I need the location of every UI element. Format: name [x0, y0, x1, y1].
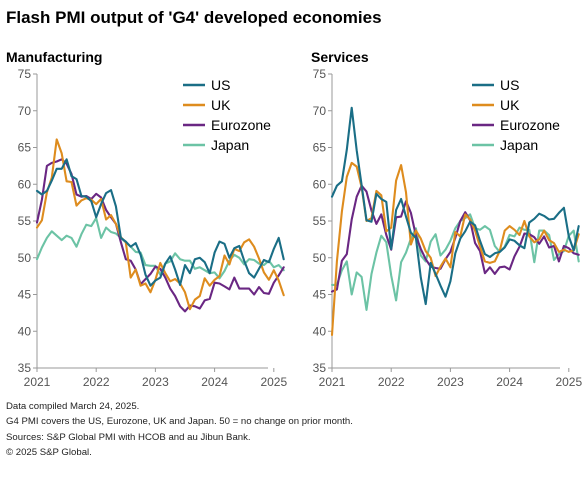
footnote-sources: Sources: S&P Global PMI with HCOB and au…	[6, 431, 251, 443]
services-panel: Services 35 40 45 50 55 60 65 70 75 2021 2022 2023 20…	[311, 49, 582, 389]
services-y-tick-label: 55	[313, 214, 327, 228]
services-legend-label-uk: UK	[500, 97, 520, 113]
services-y-tick-label: 35	[313, 361, 327, 375]
manufacturing-legend-label-japan: Japan	[211, 137, 249, 153]
services-y-tick-label: 45	[313, 288, 327, 302]
services-uk-line	[330, 161, 580, 336]
manufacturing-x-tick-label: 2022	[83, 375, 110, 389]
manufacturing-legend-label-us: US	[211, 77, 230, 93]
services-x-tick-label: 2024	[496, 375, 523, 389]
services-legend-label-eurozone: Eurozone	[500, 117, 560, 133]
services-y-tick-label: 75	[313, 67, 327, 81]
services-japan-line	[330, 213, 580, 311]
manufacturing-x-tick-label: 2024	[201, 375, 228, 389]
manufacturing-x-tick-label: 2023	[142, 375, 169, 389]
services-y-tick-label: 40	[313, 324, 327, 338]
footnotes: Data compiled March 24, 2025. G4 PMI cov…	[6, 399, 353, 461]
services-x-tick-label: 2021	[319, 375, 346, 389]
services-y-tick-label: 70	[313, 104, 327, 118]
services-legend-label-japan: Japan	[500, 137, 538, 153]
manufacturing-y-tick-label: 35	[18, 361, 32, 375]
services-x-tick-label: 2022	[378, 375, 405, 389]
footnote-date: Data compiled March 24, 2025.	[6, 401, 140, 412]
services-x-tick-label: 2025	[555, 375, 582, 389]
chart-panels: Manufacturing 35 40 45 50 55 60 65 70 75 2021 2022 2…	[6, 49, 582, 389]
manufacturing-x-tick-label: 2025	[260, 375, 287, 389]
manufacturing-title: Manufacturing	[6, 49, 102, 65]
manufacturing-legend-label-eurozone: Eurozone	[211, 117, 271, 133]
manufacturing-y-tick-label: 40	[18, 324, 32, 338]
manufacturing-eurozone-line	[35, 158, 285, 313]
footnote-copyright: © 2025 S&P Global.	[6, 447, 92, 459]
manufacturing-y-tick-label: 50	[18, 251, 32, 265]
services-y-tick-label: 60	[313, 177, 327, 191]
services-y-tick-label: 50	[313, 251, 327, 265]
manufacturing-legend-label-uk: UK	[211, 97, 231, 113]
figure-title: Flash PMI output of 'G4' developed econo…	[6, 8, 382, 27]
manufacturing-y-tick-label: 70	[18, 104, 32, 118]
manufacturing-x-tick-label: 2021	[24, 375, 51, 389]
services-us-line	[330, 106, 580, 306]
manufacturing-uk-line	[35, 138, 285, 311]
services-legend-label-us: US	[500, 77, 519, 93]
services-y-tick-label: 65	[313, 141, 327, 155]
footnote-coverage: G4 PMI covers the US, Eurozone, UK and J…	[6, 416, 353, 428]
services-x-tick-label: 2023	[437, 375, 464, 389]
manufacturing-y-tick-label: 65	[18, 141, 32, 155]
manufacturing-y-tick-label: 75	[18, 67, 32, 81]
manufacturing-y-tick-label: 60	[18, 177, 32, 191]
manufacturing-y-tick-label: 55	[18, 214, 32, 228]
manufacturing-panel: Manufacturing 35 40 45 50 55 60 65 70 75 2021 2022 2…	[6, 49, 287, 389]
services-title: Services	[311, 49, 369, 65]
manufacturing-y-tick-label: 45	[18, 288, 32, 302]
manufacturing-us-line	[35, 158, 285, 287]
